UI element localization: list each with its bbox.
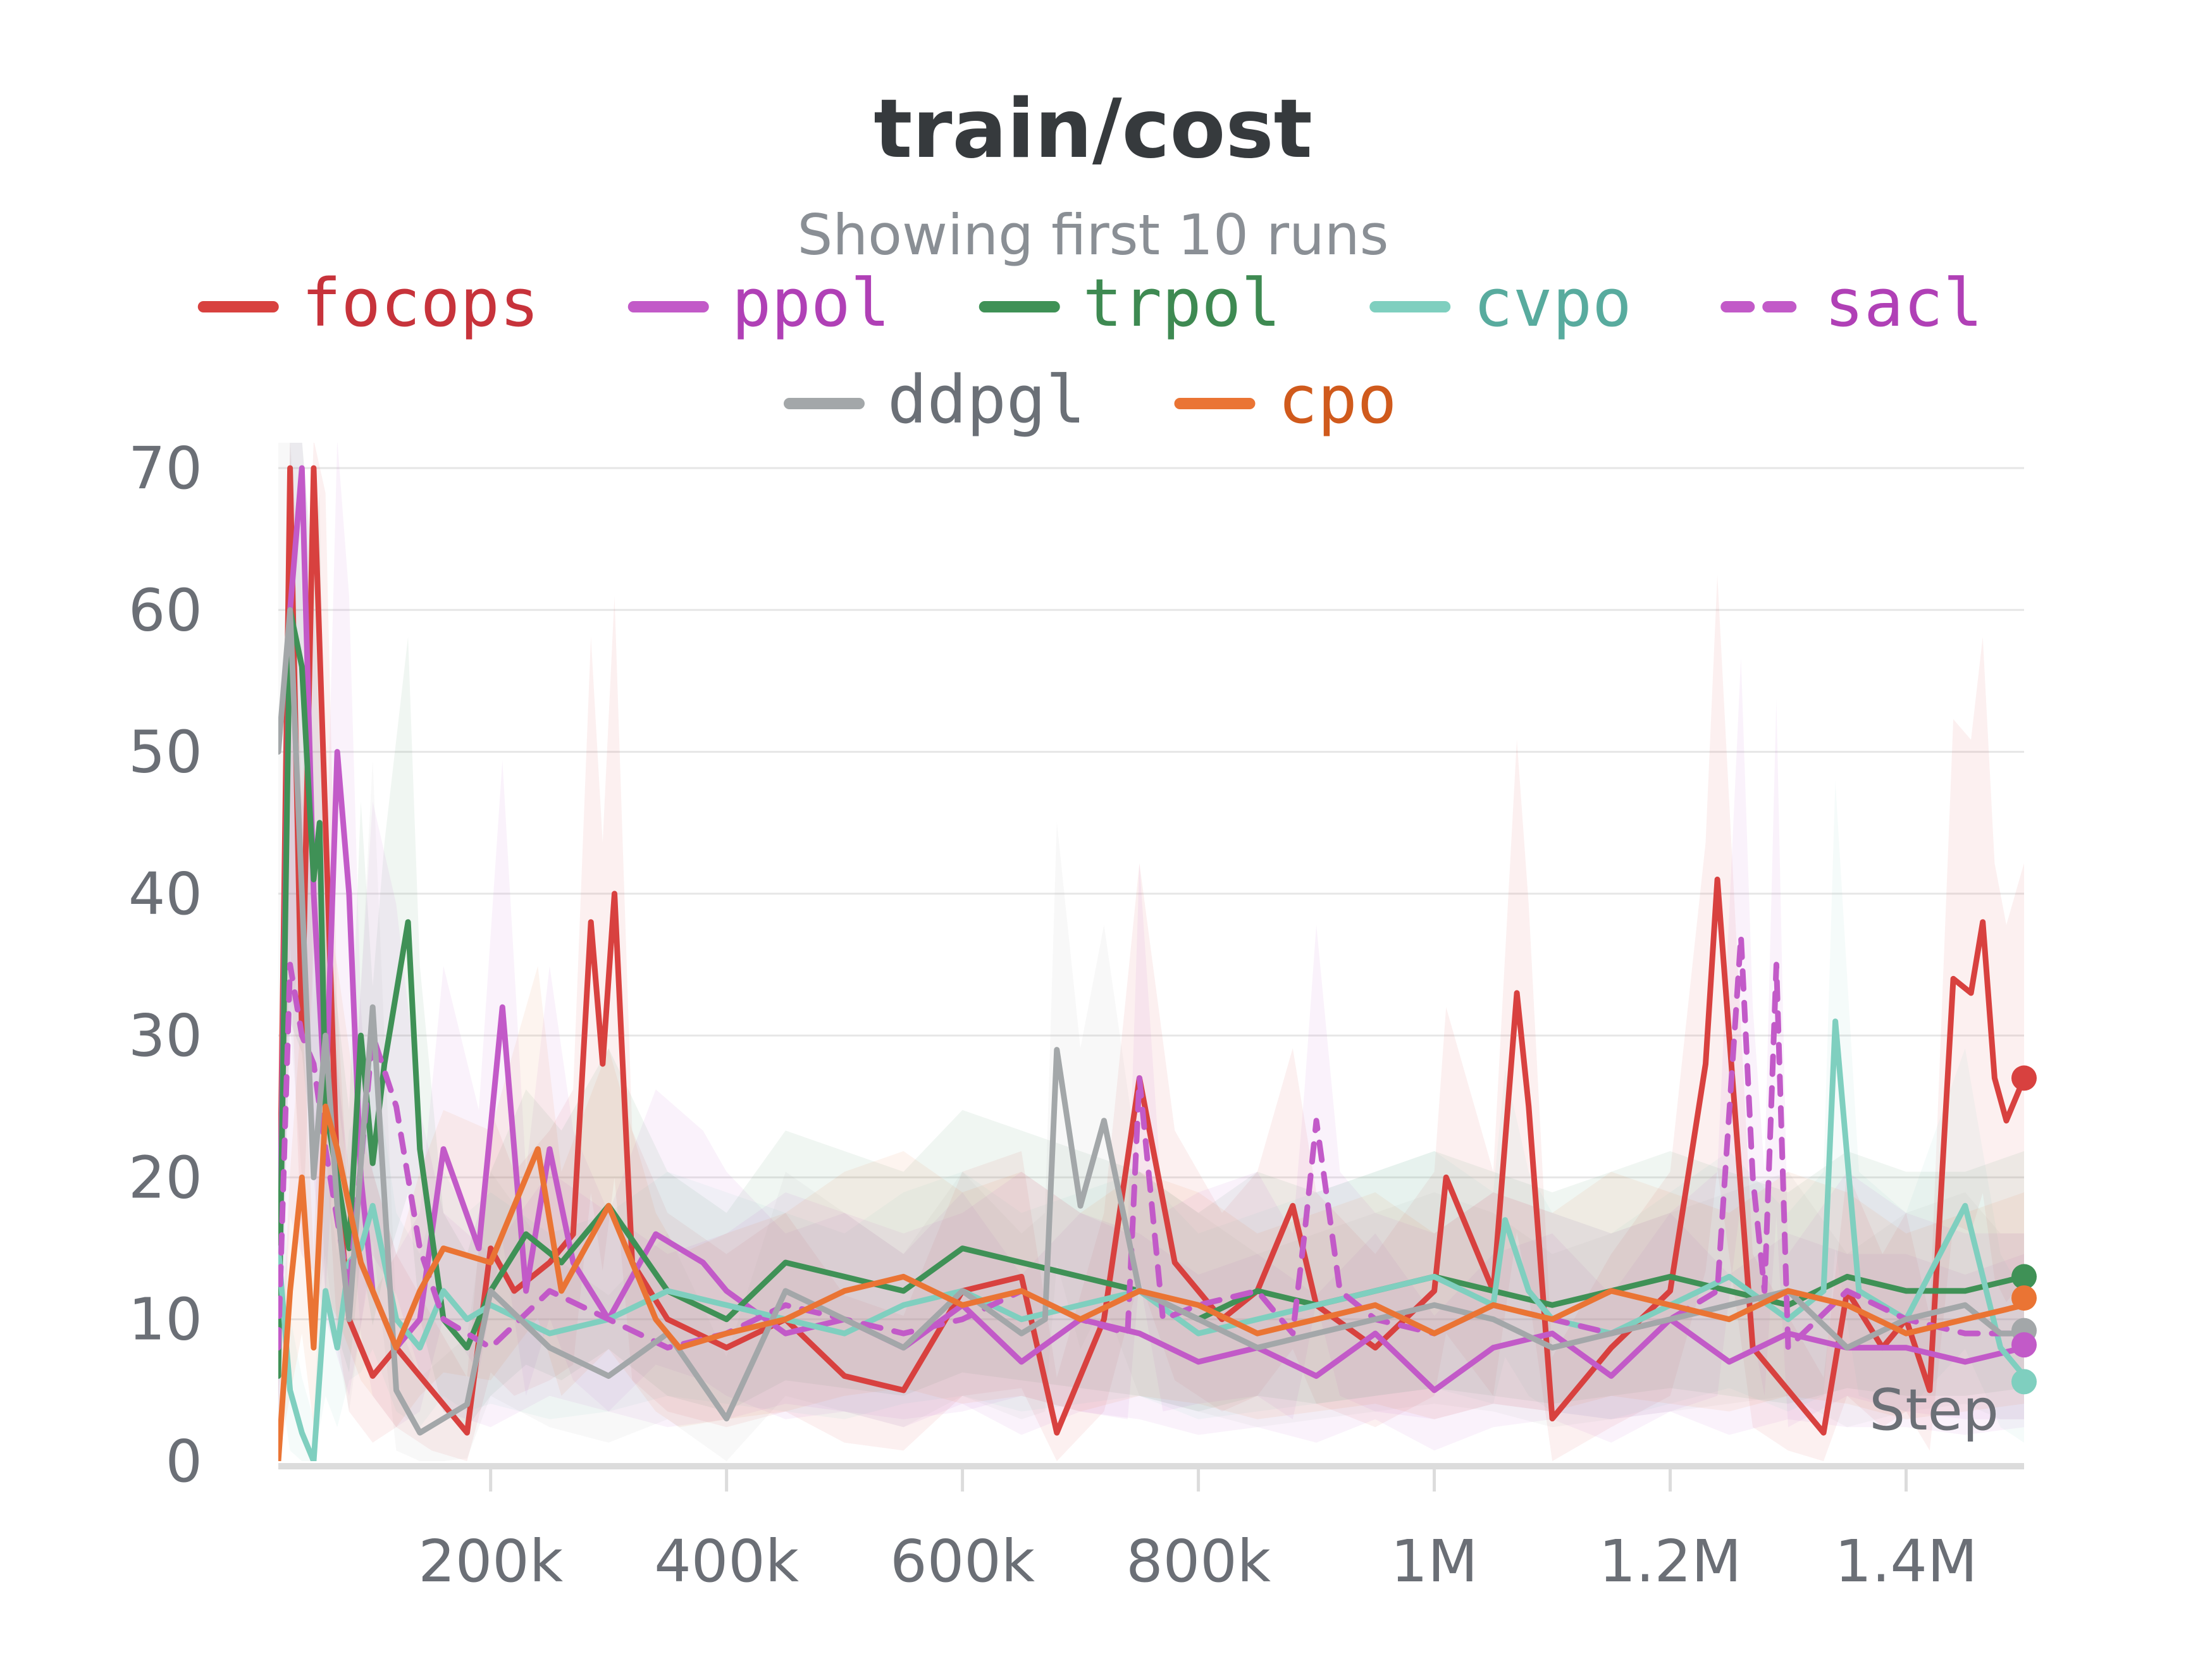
y-tick-label-60: 60 bbox=[128, 576, 202, 644]
legend-entry-sacl[interactable]: sacl bbox=[1720, 264, 1983, 342]
legend-label-ppol: ppol bbox=[732, 264, 890, 342]
x-axis-label: Step bbox=[1869, 1377, 1999, 1443]
legend-label-cvpo: cvpo bbox=[1473, 264, 1631, 342]
x-tick-label-200k: 200k bbox=[418, 1528, 564, 1595]
chart-subtitle: Showing first 10 runs bbox=[797, 202, 1389, 268]
series-line-focops[interactable] bbox=[278, 465, 2024, 1436]
end-marker-focops bbox=[2011, 1065, 2037, 1091]
band-ppol bbox=[278, 443, 2024, 1451]
y-tick-label-50: 50 bbox=[128, 719, 202, 786]
x-tick-label-1-2m: 1.2M bbox=[1599, 1528, 1742, 1595]
y-tick-label-10: 10 bbox=[128, 1286, 202, 1354]
legend-label-ddpgl: ddpgl bbox=[887, 361, 1085, 438]
legend-entry-focops[interactable]: focops bbox=[197, 264, 540, 342]
x-tick-label-1m: 1M bbox=[1391, 1528, 1478, 1595]
variance-bands bbox=[278, 443, 2024, 1461]
axes: 0 10 20 30 40 50 60 70 200k 400k 600k 800k 1M 1.2M 1.4… bbox=[128, 435, 2024, 1595]
legend-label-trpol: trpol bbox=[1083, 264, 1281, 342]
y-tick-label-20: 20 bbox=[128, 1144, 202, 1211]
end-marker-cpo bbox=[2011, 1285, 2037, 1311]
end-markers bbox=[2011, 1065, 2037, 1395]
chart-title: train/cost bbox=[874, 82, 1312, 176]
legend-entry-ppol[interactable]: ppol bbox=[627, 264, 890, 342]
band-trpol bbox=[278, 443, 2024, 1443]
series-line-cvpo[interactable] bbox=[278, 1018, 2024, 1461]
end-marker-cvpo bbox=[2011, 1369, 2037, 1395]
y-tick-label-40: 40 bbox=[128, 860, 202, 928]
legend-label-cpo: cpo bbox=[1278, 361, 1397, 438]
series-line-cpo[interactable] bbox=[278, 1103, 2024, 1461]
band-ddpgl bbox=[278, 443, 2024, 1461]
band-focops bbox=[278, 443, 2024, 1461]
x-tick-label-1-4m: 1.4M bbox=[1835, 1528, 1978, 1595]
legend-label-sacl: sacl bbox=[1824, 264, 1982, 342]
end-marker-trpol bbox=[2011, 1264, 2037, 1290]
y-tick-label-70: 70 bbox=[128, 435, 202, 502]
legend: focops ppol trpol cvpo sacl ddpgl cpo bbox=[197, 264, 1983, 438]
y-tick-label-0: 0 bbox=[165, 1428, 202, 1495]
legend-entry-cpo[interactable]: cpo bbox=[1174, 361, 1397, 438]
legend-entry-trpol[interactable]: trpol bbox=[979, 264, 1281, 342]
band-sacl bbox=[278, 657, 2024, 1428]
legend-label-focops: focops bbox=[302, 264, 540, 342]
series-line-sacl[interactable] bbox=[278, 933, 2024, 1351]
legend-entry-ddpgl[interactable]: ddpgl bbox=[784, 361, 1085, 438]
y-tick-label-30: 30 bbox=[128, 1002, 202, 1070]
end-marker-ppol bbox=[2011, 1332, 2037, 1358]
band-cvpo bbox=[278, 781, 2024, 1461]
x-tick-label-400k: 400k bbox=[654, 1528, 800, 1595]
series-lines bbox=[278, 465, 2024, 1461]
series-line-ddpgl[interactable] bbox=[278, 607, 2024, 1436]
legend-entry-cvpo[interactable]: cvpo bbox=[1369, 264, 1632, 342]
x-tick-label-600k: 600k bbox=[890, 1528, 1035, 1595]
x-tick-label-800k: 800k bbox=[1126, 1528, 1271, 1595]
